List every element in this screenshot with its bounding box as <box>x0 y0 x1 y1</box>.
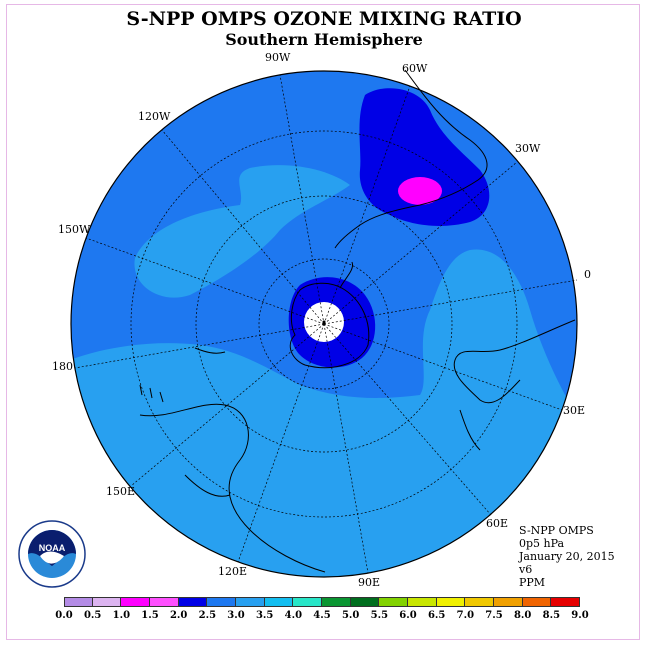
map-title: S-NPP OMPS OZONE MIXING RATIO <box>126 8 522 30</box>
map-border <box>70 70 578 578</box>
colorbar-tick-label: 7.0 <box>456 610 475 621</box>
colorbar-swatch <box>493 597 523 607</box>
lon-label-120w: 120W <box>138 110 171 123</box>
field-region-minimum <box>398 177 442 205</box>
info-level: 0p5 hPa <box>519 537 565 550</box>
lon-label-30w: 30W <box>515 142 541 155</box>
colorbar-tick-label: 2.5 <box>198 610 217 621</box>
colorbar-tick-label: 5.5 <box>370 610 389 621</box>
colorbar-tick-label: 3.5 <box>255 610 274 621</box>
colorbar-tick-label: 0.5 <box>83 610 102 621</box>
info-date: January 20, 2015 <box>519 550 615 563</box>
colorbar-swatch <box>293 597 322 607</box>
colorbar-swatch <box>522 597 552 607</box>
colorbar-swatch <box>264 597 294 607</box>
colorbar-tick-label: 6.0 <box>399 610 417 621</box>
map-subtitle: Southern Hemisphere <box>225 30 423 49</box>
colorbar-swatch <box>235 597 265 607</box>
field-region-high-3 <box>134 165 350 298</box>
colorbar-tick-label: 0.0 <box>55 610 73 621</box>
colorbar-swatch <box>465 597 494 607</box>
colorbar-tick-label: 8.5 <box>542 610 561 621</box>
colorbar-tick-label: 1.5 <box>141 610 159 621</box>
colorbar-swatch <box>207 597 236 607</box>
south-pole-dot <box>322 320 326 324</box>
colorbar-tick-label: 3.0 <box>227 610 245 621</box>
colorbar-frame <box>64 597 580 607</box>
field-region-high <box>71 249 577 577</box>
colorbar-tick-label: 8.0 <box>513 610 532 621</box>
meridians <box>74 74 578 574</box>
latitude-circles <box>130 130 518 518</box>
info-units: PPM <box>519 576 546 589</box>
colorbar-swatch <box>149 597 179 607</box>
colorbar-swatch <box>321 597 351 607</box>
info-block: S-NPP OMPS 0p5 hPa January 20, 2015 v6 P… <box>519 524 615 589</box>
colorbar-tick-label: 7.5 <box>485 610 503 621</box>
coastlines <box>139 69 576 573</box>
colorbar-swatch <box>436 597 466 607</box>
lon-label-120e: 120E <box>218 565 248 578</box>
colorbar-tick-label: 2.0 <box>169 610 188 621</box>
colorbar <box>64 597 580 607</box>
lon-label-90w: 90W <box>265 51 291 64</box>
colorbar-tick-label: 4.0 <box>284 610 303 621</box>
colorbar-swatch <box>178 597 208 607</box>
noaa-logo: NOAA <box>18 520 86 588</box>
colorbar-swatch <box>64 597 93 607</box>
lon-label-60w: 60W <box>402 62 428 75</box>
colorbar-tick-label: 6.5 <box>427 610 446 621</box>
lon-label-180: 180 <box>52 360 73 373</box>
colorbar-swatch <box>92 597 122 607</box>
lon-label-30e: 30E <box>563 404 586 417</box>
plot-frame <box>6 4 640 640</box>
colorbar-swatch <box>407 597 437 607</box>
colorbar-tick-label: 9.0 <box>571 610 589 621</box>
colorbar-swatch <box>551 597 580 607</box>
colorbar-swatch <box>121 597 150 607</box>
colorbar-swatch <box>379 597 408 607</box>
lon-label-60e: 60E <box>486 517 509 530</box>
lon-label-150w: 150W <box>58 223 91 236</box>
noaa-logo-text: NOAA <box>39 543 66 553</box>
colorbar-tick-label: 1.0 <box>112 610 131 621</box>
colorbar-tick-label: 5.0 <box>341 610 360 621</box>
colorbar-swatch <box>350 597 380 607</box>
lon-label-150e: 150E <box>106 485 136 498</box>
colorbar-tick-label: 4.5 <box>313 610 331 621</box>
info-instrument: S-NPP OMPS <box>519 524 594 537</box>
lon-label-90e: 90E <box>358 576 381 589</box>
info-version: v6 <box>519 563 533 576</box>
lon-label-0: 0 <box>584 268 591 281</box>
